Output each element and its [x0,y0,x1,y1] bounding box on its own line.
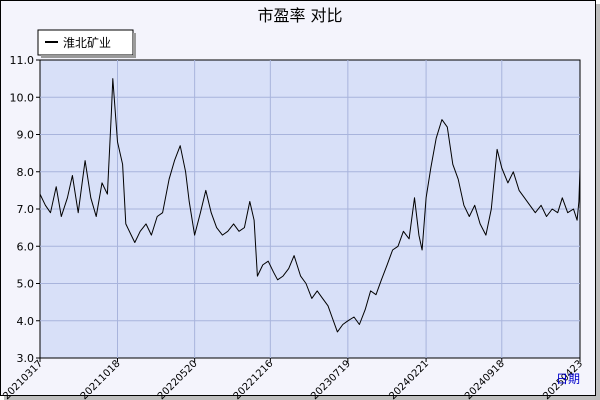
x-axis-label: 日期 [556,372,580,386]
x-tick-label: 20240918 [463,358,507,400]
y-tick-label: 3.0 [17,352,35,365]
y-tick-label: 4.0 [17,315,35,328]
x-tick-label: 20240221 [387,358,431,400]
x-tick-label: 20230719 [309,358,353,400]
chart-title: 市盈率 对比 [257,6,342,25]
x-tick-label: 20221216 [232,358,276,400]
x-axis: 20210317 20211018 20220520 20221216 20230719… [1,358,585,400]
grid [40,60,580,358]
y-tick-label: 8.0 [17,166,35,179]
x-tick-label: 20211018 [79,358,123,400]
y-tick-label: 6.0 [17,240,35,253]
y-axis: 3.0 4.0 5.0 6.0 7.0 8.0 9.0 10.0 11.0 [10,54,40,365]
y-tick-label: 9.0 [17,129,35,142]
series-line [39,78,581,333]
legend-shadow-bottom [41,55,136,58]
series-layer [39,78,581,333]
y-tick-label: 10.0 [10,91,35,104]
y-tick-label: 11.0 [10,54,35,67]
y-tick-label: 5.0 [17,278,35,291]
legend-entry: 淮北矿业 [63,36,111,50]
legend-shadow [133,33,136,58]
y-tick-label: 7.0 [17,203,35,216]
legend: 淮北矿业 [37,29,136,58]
x-tick-label: 20220520 [156,358,200,400]
